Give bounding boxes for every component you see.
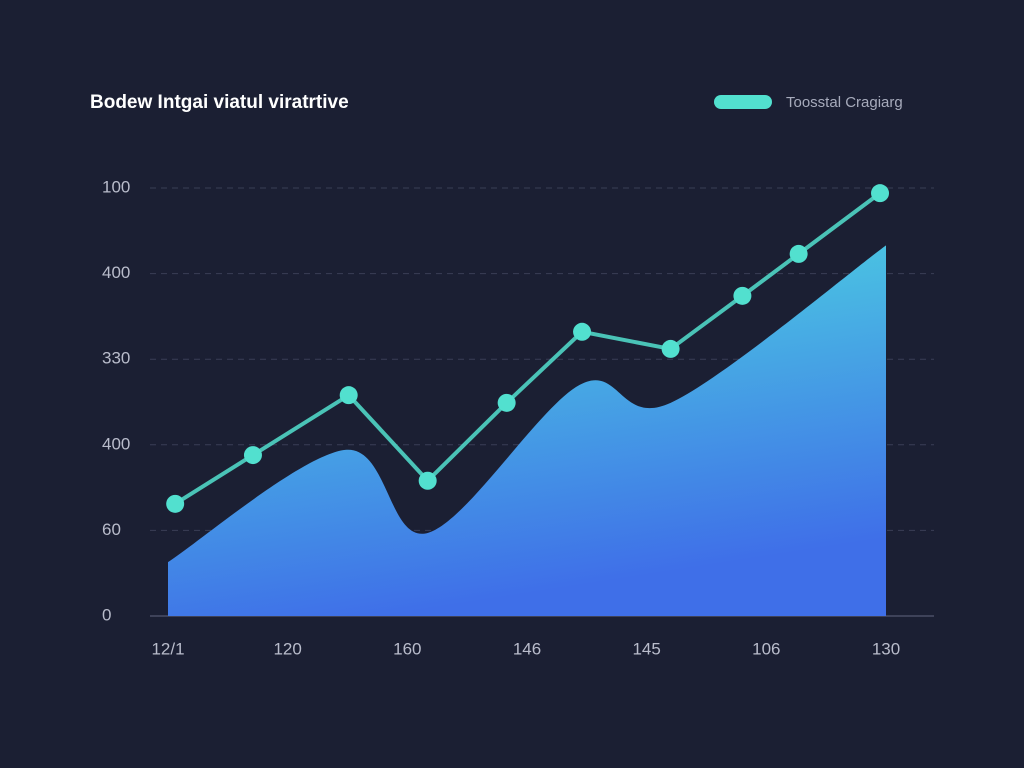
point xyxy=(497,393,516,412)
point xyxy=(166,494,185,513)
point xyxy=(733,286,752,305)
x-tick-label: 120 xyxy=(273,639,301,658)
y-tick-label: 330 xyxy=(102,349,130,368)
point xyxy=(418,471,437,490)
x-tick-label: 106 xyxy=(752,639,780,658)
area xyxy=(168,245,886,617)
y-tick-label: 400 xyxy=(102,263,130,282)
y-tick-label: 400 xyxy=(102,434,130,453)
point xyxy=(661,339,680,358)
point xyxy=(871,184,890,203)
y-tick-label: 100 xyxy=(102,177,130,196)
point xyxy=(243,446,262,465)
point xyxy=(789,244,808,263)
x-tick-label: 12/1 xyxy=(151,639,184,658)
x-tick-label: 146 xyxy=(513,639,541,658)
legend-swatch xyxy=(714,95,772,109)
point xyxy=(339,386,358,405)
chart-title: Bodew Intgai viatul viratrtive xyxy=(90,92,349,113)
legend-label: Toosstal Cragiarg xyxy=(786,94,903,111)
line xyxy=(174,191,882,506)
y-tick-label: 0 xyxy=(102,605,111,624)
y-tick-label: 60 xyxy=(102,520,121,539)
x-tick-label: 130 xyxy=(872,639,900,658)
x-tick-label: 145 xyxy=(632,639,660,658)
point xyxy=(573,322,592,341)
x-tick-label: 160 xyxy=(393,639,421,658)
